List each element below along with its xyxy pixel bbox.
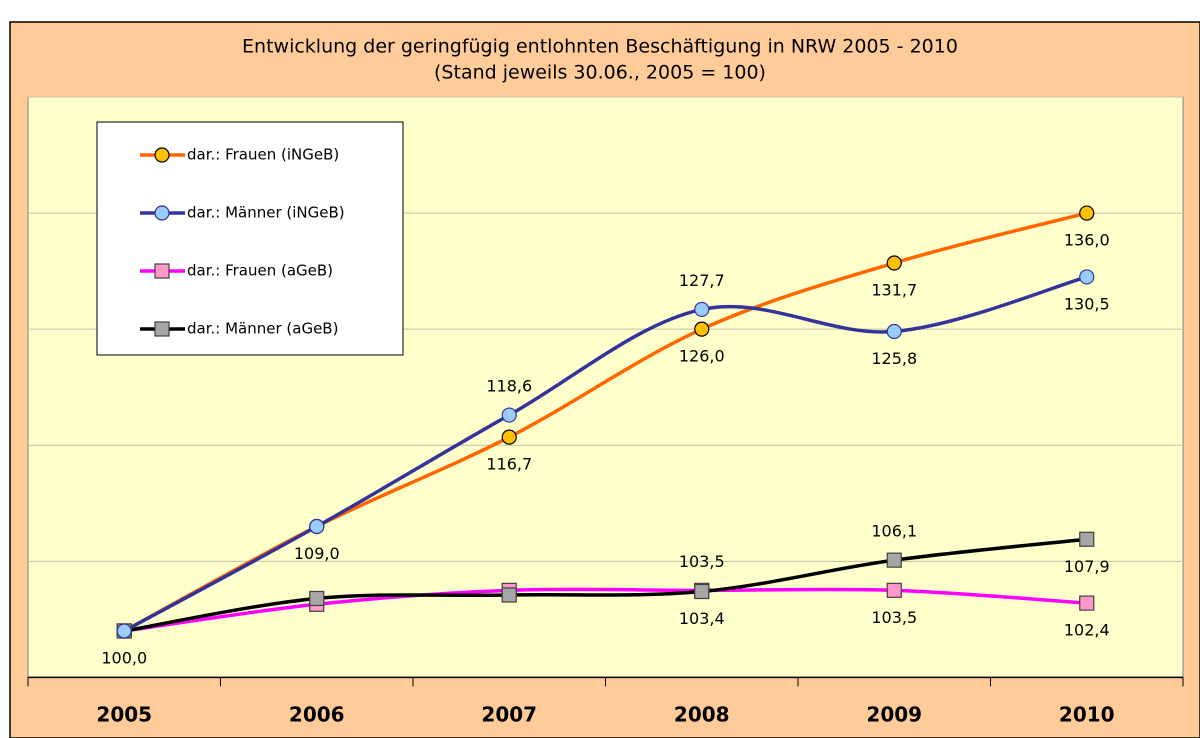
point <box>501 587 517 603</box>
data-label: 126,0 <box>679 347 725 366</box>
legend-box <box>96 121 404 356</box>
data-label: 106,1 <box>871 522 917 541</box>
data-label: 131,7 <box>871 280 917 299</box>
point <box>116 623 132 639</box>
series-line <box>123 537 1087 633</box>
data-label: 100,0 <box>101 648 147 667</box>
x-tick-label: 2007 <box>481 703 537 727</box>
point <box>1079 531 1095 547</box>
legend-label: dar.: Frauen (aGeB) <box>187 262 333 280</box>
data-label: 127,7 <box>679 271 725 290</box>
data-label: 103,5 <box>871 608 917 627</box>
data-label: 118,6 <box>486 377 532 396</box>
legend: dar.: Frauen (iNGeB) dar.: Männer (iNGeB)… <box>96 121 404 356</box>
x-tick-label: 2010 <box>1059 703 1115 727</box>
point <box>501 407 517 423</box>
point <box>886 323 902 340</box>
point <box>309 590 325 607</box>
series-line <box>123 275 1088 633</box>
legend-label: dar.: Frauen (iNGeB) <box>187 146 339 164</box>
chart-subtitle: (Stand jeweils 30.06., 2005 = 100) <box>434 62 766 84</box>
data-label: 116,7 <box>486 455 532 474</box>
legend-label: dar.: Männer (iNGeB) <box>187 204 345 222</box>
legend-marker <box>154 321 170 337</box>
data-label: 130,5 <box>1064 294 1110 313</box>
series-line <box>124 587 1087 633</box>
x-tick-label: 2008 <box>674 703 730 727</box>
grid <box>27 96 1184 687</box>
point <box>694 301 710 318</box>
data-label: 125,8 <box>871 349 917 368</box>
legend-marker <box>154 147 170 163</box>
point <box>694 583 710 600</box>
series-lines <box>116 205 1095 639</box>
data-label: 103,4 <box>679 609 725 628</box>
point <box>886 552 902 568</box>
x-tick-label: 2009 <box>866 703 922 727</box>
point <box>886 255 902 271</box>
point <box>1079 269 1095 285</box>
legend-marker <box>154 263 170 279</box>
data-label: 109,0 <box>294 544 340 563</box>
point <box>886 582 902 598</box>
legend-marker <box>154 205 170 221</box>
point <box>1079 205 1095 221</box>
point <box>694 321 710 337</box>
x-tick-label: 2005 <box>96 703 152 727</box>
point <box>309 518 325 535</box>
chart-title: Entwicklung der geringfügig entlohnten B… <box>242 36 958 58</box>
legend-label: dar.: Männer (aGeB) <box>187 320 338 338</box>
data-label: 136,0 <box>1064 231 1110 250</box>
data-label: 107,9 <box>1064 557 1110 576</box>
data-label: 102,4 <box>1064 621 1110 640</box>
point <box>501 429 517 445</box>
x-tick-label: 2006 <box>289 703 345 727</box>
point <box>1079 595 1095 611</box>
data-label: 103,5 <box>679 552 725 571</box>
